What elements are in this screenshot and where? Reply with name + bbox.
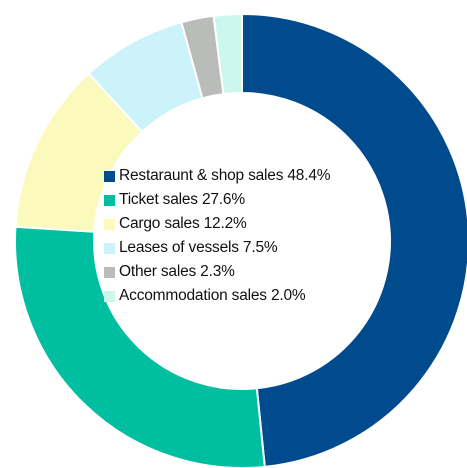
legend-swatch — [104, 194, 115, 206]
legend-value: 7.5% — [242, 239, 278, 256]
donut-slice-2 — [14, 225, 266, 468]
legend-swatch — [104, 242, 115, 254]
legend-label: Accommodation sales — [119, 287, 267, 304]
legend-label: Other sales — [119, 263, 197, 280]
legend-item-ticket-sales: Ticket sales 27.6% — [104, 188, 330, 212]
legend-label: Cargo sales — [119, 215, 200, 232]
legend-label: Ticket sales — [119, 191, 198, 208]
legend-item-accommodation-sales: Accommodation sales 2.0% — [104, 284, 330, 308]
legend-item-leases-of-vessels: Leases of vessels 7.5% — [104, 236, 330, 260]
legend-item-restaurant-shop-sales: Restaraunt & shop sales 48.4% — [104, 164, 331, 188]
legend-value: 27.6% — [201, 191, 245, 208]
legend-item-other-sales: Other sales 2.3% — [104, 260, 330, 284]
legend-value: 2.0% — [270, 287, 306, 304]
legend-swatch — [104, 266, 115, 278]
legend-value: 12.2% — [203, 215, 247, 232]
legend-label: Restaraunt & shop sales — [119, 167, 284, 184]
donut-slice-6 — [212, 12, 243, 96]
legend-swatch — [104, 170, 115, 182]
legend-item-cargo-sales: Cargo sales 12.2% — [104, 212, 330, 236]
chart-legend: Restaraunt & shop sales 48.4% Ticket sal… — [104, 164, 331, 308]
donut-slice-1 — [241, 12, 467, 468]
legend-swatch — [104, 290, 115, 302]
legend-label: Leases of vessels — [119, 239, 239, 256]
legend-value: 2.3% — [200, 263, 235, 280]
legend-swatch — [104, 218, 115, 230]
legend-value: 48.4% — [287, 167, 331, 184]
